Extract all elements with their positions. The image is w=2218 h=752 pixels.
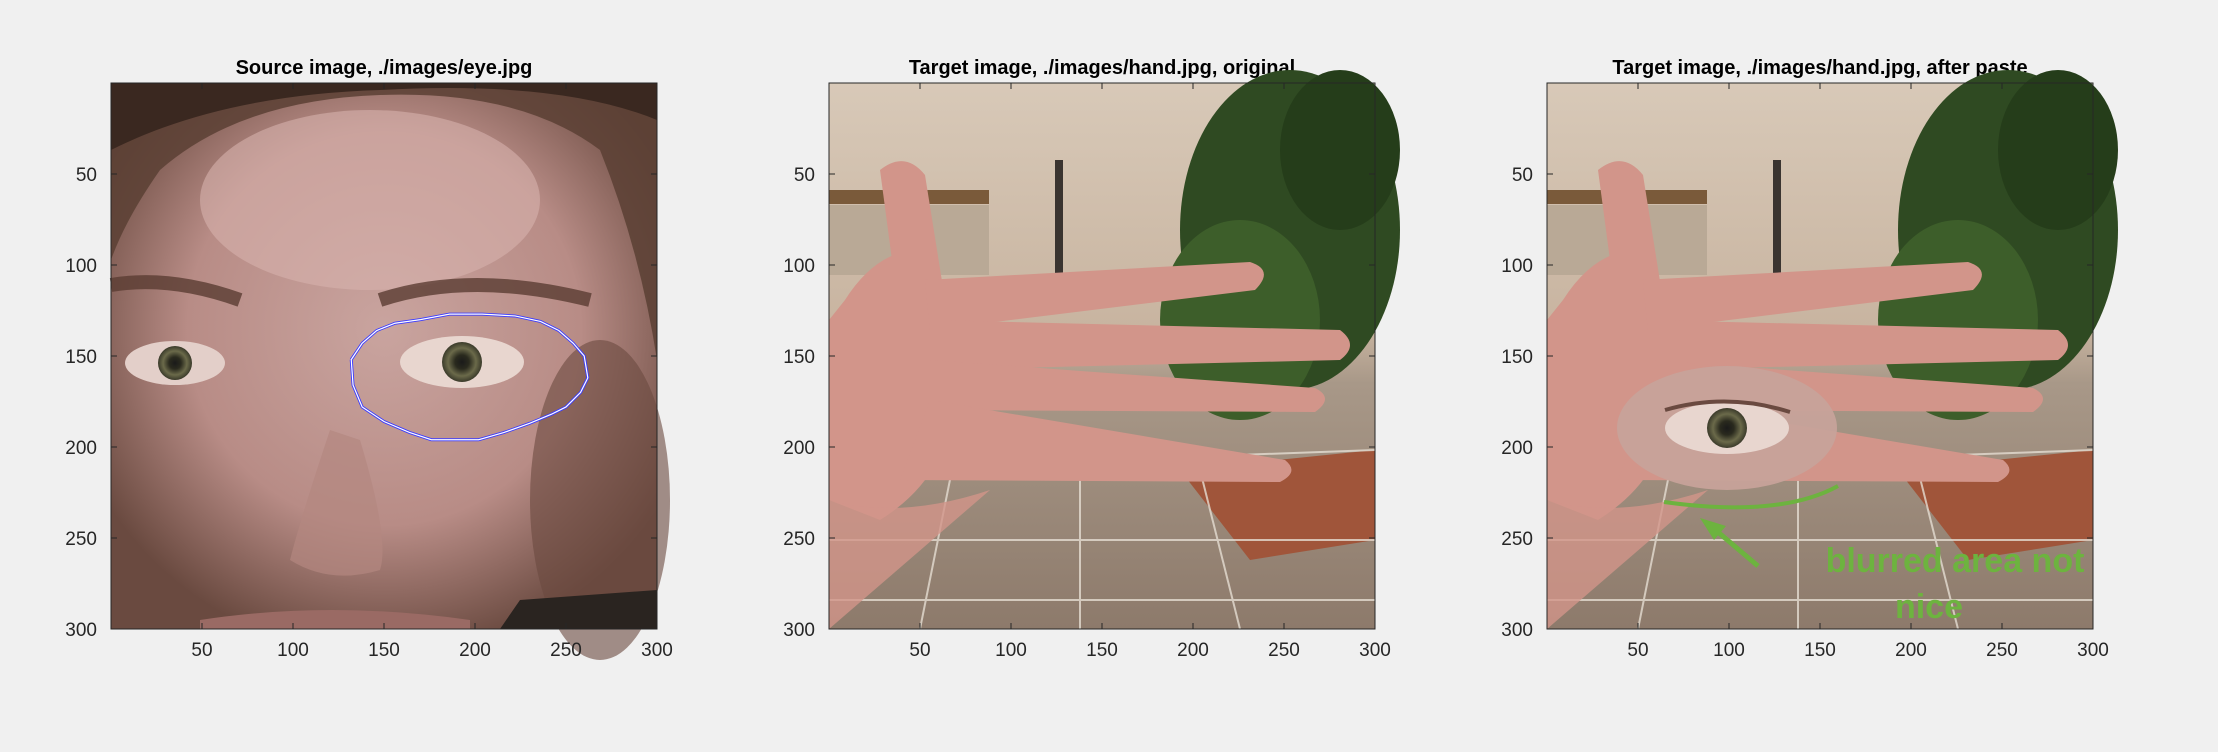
selection-contour-inner	[350, 313, 589, 441]
annotation-arrow-head	[1700, 518, 1726, 540]
x-tick-label: 300	[1359, 640, 1391, 661]
y-tick-label: 50	[76, 165, 97, 186]
axes-target-paste-ticks: 50 100 150 200 250 300 50 100 150 200 250 300	[1501, 83, 2109, 661]
y-tick-label: 100	[65, 256, 97, 277]
x-tick-label: 250	[1268, 640, 1300, 661]
x-tick-label: 300	[2077, 640, 2109, 661]
y-tick-label: 200	[65, 438, 97, 459]
y-tick-label: 100	[1501, 256, 1533, 277]
x-tick-label: 100	[277, 640, 309, 661]
axes-source-title: Source image, ./images/eye.jpg	[236, 57, 533, 79]
axes-source-ticks: 50 100 150 200 250 300 50 100 150 200 250 300	[65, 83, 673, 661]
y-tick-label: 100	[783, 256, 815, 277]
x-tick-label: 200	[1177, 640, 1209, 661]
image-face	[109, 83, 670, 660]
axes-target-original: Target image, ./images/hand.jpg, origina…	[783, 57, 1400, 661]
annotation-line-2: nice	[1895, 588, 1963, 626]
y-tick-label: 150	[1501, 347, 1533, 368]
x-tick-label: 200	[459, 640, 491, 661]
y-tick-label: 50	[1512, 165, 1533, 186]
x-tick-label: 150	[368, 640, 400, 661]
x-tick-label: 250	[550, 640, 582, 661]
y-tick-label: 250	[1501, 529, 1533, 550]
x-tick-label: 250	[1986, 640, 2018, 661]
x-tick-label: 150	[1086, 640, 1118, 661]
axes-target-paste-title: Target image, ./images/hand.jpg, after p…	[1612, 57, 2027, 79]
y-tick-label: 200	[1501, 438, 1533, 459]
axes-target-original-ticks: 50 100 150 200 250 300 50 100 150 200 250 300	[783, 83, 1391, 661]
x-tick-label: 100	[1713, 640, 1745, 661]
axes-target-original-title: Target image, ./images/hand.jpg, origina…	[909, 57, 1295, 79]
y-tick-label: 250	[65, 529, 97, 550]
axes-target-paste: Target image, ./images/hand.jpg, after p…	[1501, 57, 2118, 661]
x-tick-label: 50	[1627, 640, 1648, 661]
blur-underline	[1663, 484, 1839, 510]
annotation-line-1: blurred area not	[1826, 542, 2085, 580]
x-tick-label: 50	[909, 640, 930, 661]
y-tick-label: 200	[783, 438, 815, 459]
image-hand-original	[828, 70, 1400, 630]
x-tick-label: 300	[641, 640, 673, 661]
y-tick-label: 300	[1501, 620, 1533, 641]
y-tick-label: 150	[65, 347, 97, 368]
y-tick-label: 250	[783, 529, 815, 550]
x-tick-label: 200	[1895, 640, 1927, 661]
x-tick-label: 50	[191, 640, 212, 661]
axes-source: Source image, ./images/eye.jpg	[65, 57, 673, 661]
x-tick-label: 100	[995, 640, 1027, 661]
image-hand-pasted	[1546, 70, 2118, 630]
x-tick-label: 150	[1804, 640, 1836, 661]
annotation-arrow-shaft	[1710, 525, 1760, 568]
y-tick-label: 150	[783, 347, 815, 368]
y-tick-label: 50	[794, 165, 815, 186]
y-tick-label: 300	[783, 620, 815, 641]
y-tick-label: 300	[65, 620, 97, 641]
